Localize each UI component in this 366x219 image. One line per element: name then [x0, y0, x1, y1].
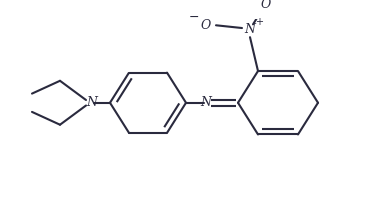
Text: O: O: [201, 19, 211, 32]
Text: +: +: [255, 17, 263, 27]
Text: N: N: [201, 96, 212, 109]
Text: O: O: [261, 0, 271, 11]
Text: N: N: [86, 96, 97, 109]
Text: N: N: [244, 23, 255, 36]
Text: −: −: [189, 11, 199, 23]
